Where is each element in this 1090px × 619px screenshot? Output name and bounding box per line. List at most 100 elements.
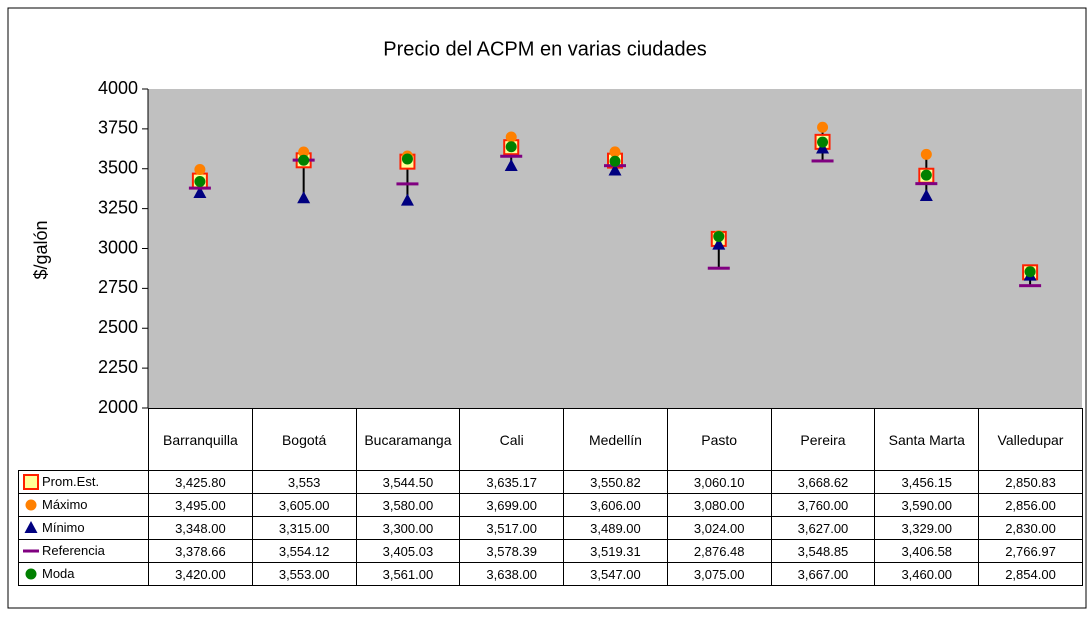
table-value: 3,635.17 <box>459 470 565 494</box>
table-value: 3,550.82 <box>563 470 668 494</box>
marker-circle <box>194 176 206 188</box>
table-value: 3,405.03 <box>355 539 461 563</box>
marker-circle <box>505 131 517 143</box>
marker-circle <box>194 164 206 176</box>
table-value: 3,456.15 <box>874 470 980 494</box>
y-tick-label: 2500 <box>98 317 138 337</box>
legend-label: Prom.Est. <box>42 473 100 489</box>
table-value: 3,544.50 <box>355 470 461 494</box>
marker-circle <box>817 136 829 148</box>
table-value: 3,060.10 <box>666 470 772 494</box>
table-value: 3,329.00 <box>874 516 980 540</box>
category-label: Bogotá <box>251 408 357 471</box>
legend-entry: Moda <box>18 562 149 586</box>
table-value: 2,856.00 <box>978 493 1083 517</box>
marker-circle <box>25 499 37 511</box>
table-value: 3,668.62 <box>770 470 876 494</box>
table-value: 3,080.00 <box>666 493 772 517</box>
table-value: 3,548.85 <box>770 539 876 563</box>
table-value: 3,519.31 <box>563 539 668 563</box>
table-value: 3,420.00 <box>148 562 253 586</box>
legend-swatch <box>24 521 38 534</box>
legend-swatch <box>25 499 37 511</box>
category-label: Pasto <box>666 408 772 471</box>
table-value: 3,580.00 <box>355 493 461 517</box>
legend-swatch <box>23 549 39 553</box>
y-axis-label: $/galón <box>31 220 51 279</box>
table-corner <box>18 408 149 471</box>
table-value: 3,315.00 <box>251 516 357 540</box>
marker-triangle <box>193 185 207 198</box>
table-row: Máximo 3,495.00 3,605.00 3,580.00 3,699.00 3,… <box>18 493 1083 517</box>
marker-dash <box>23 549 39 553</box>
marker-dash <box>396 182 419 186</box>
table-value: 3,553 <box>251 470 357 494</box>
y-tick-label: 3750 <box>98 118 138 138</box>
y-tick-label: 2250 <box>98 357 138 377</box>
category-label: Santa Marta <box>874 408 980 471</box>
category-label: Valledupar <box>978 408 1083 471</box>
table-value: 3,760.00 <box>770 493 876 517</box>
y-tick-label: 3500 <box>98 158 138 178</box>
table-value: 3,605.00 <box>251 493 357 517</box>
category-label: Cali <box>459 408 565 471</box>
marker-square <box>23 474 39 491</box>
data-table: Barranquilla Bogotá Bucaramanga Cali Medellí… <box>18 408 1083 586</box>
y-tick-label: 3000 <box>98 237 138 257</box>
table-value: 3,489.00 <box>563 516 668 540</box>
legend-entry: Referencia <box>18 539 149 563</box>
category-label: Pereira <box>770 408 876 471</box>
table-value: 2,854.00 <box>978 562 1083 586</box>
marker-circle <box>713 231 725 243</box>
table-value: 3,300.00 <box>355 516 461 540</box>
category-label: Bucaramanga <box>355 408 461 471</box>
marker-circle <box>298 154 310 166</box>
marker-circle <box>1024 266 1036 278</box>
table-value: 3,667.00 <box>770 562 876 586</box>
table-value: 2,766.97 <box>978 539 1083 563</box>
marker-triangle <box>504 159 518 172</box>
legend-entry: Prom.Est. <box>18 470 149 494</box>
marker-triangle <box>919 189 933 202</box>
marker-triangle <box>297 191 311 204</box>
table-value: 3,554.12 <box>251 539 357 563</box>
marker-circle <box>920 148 932 160</box>
table-value: 3,075.00 <box>666 562 772 586</box>
marker-dash <box>1019 284 1042 288</box>
table-value: 3,406.58 <box>874 539 980 563</box>
table-value: 2,850.83 <box>978 470 1083 494</box>
marker-triangle <box>400 193 414 206</box>
table-row: Prom.Est. 3,425.80 3,553 3,544.50 3,635.17 3,… <box>18 470 1083 494</box>
marker-triangle <box>24 521 38 534</box>
y-tick-label: 2750 <box>98 277 138 297</box>
table-value: 3,578.39 <box>459 539 565 563</box>
marker-dash <box>188 186 211 190</box>
table-value: 3,638.00 <box>459 562 565 586</box>
legend-swatch <box>25 568 37 580</box>
category-label: Barranquilla <box>148 408 253 471</box>
table-value: 3,517.00 <box>459 516 565 540</box>
marker-dash <box>707 266 730 270</box>
marker-circle <box>25 568 37 580</box>
marker-circle <box>817 121 829 133</box>
table-value: 3,699.00 <box>459 493 565 517</box>
table-value: 3,495.00 <box>148 493 253 517</box>
marker-triangle <box>608 163 622 176</box>
marker-dash <box>811 159 834 163</box>
legend-label: Referencia <box>42 542 105 558</box>
plot-area <box>148 89 1082 408</box>
table-value: 3,553.00 <box>251 562 357 586</box>
legend-swatch <box>23 474 39 491</box>
table-value: 3,348.00 <box>148 516 253 540</box>
table-value: 2,876.48 <box>666 539 772 563</box>
marker-circle <box>920 169 932 181</box>
marker-circle <box>609 155 621 167</box>
legend-label: Moda <box>42 565 75 581</box>
legend-entry: Máximo <box>18 493 149 517</box>
table-header: Barranquilla Bogotá Bucaramanga Cali Medellí… <box>18 408 1083 471</box>
table-value: 3,627.00 <box>770 516 876 540</box>
table-row: Mínimo 3,348.00 3,315.00 3,300.00 3,517.00 3,… <box>18 516 1083 540</box>
table-value: 2,830.00 <box>978 516 1083 540</box>
y-tick-label: 4000 <box>98 78 138 98</box>
